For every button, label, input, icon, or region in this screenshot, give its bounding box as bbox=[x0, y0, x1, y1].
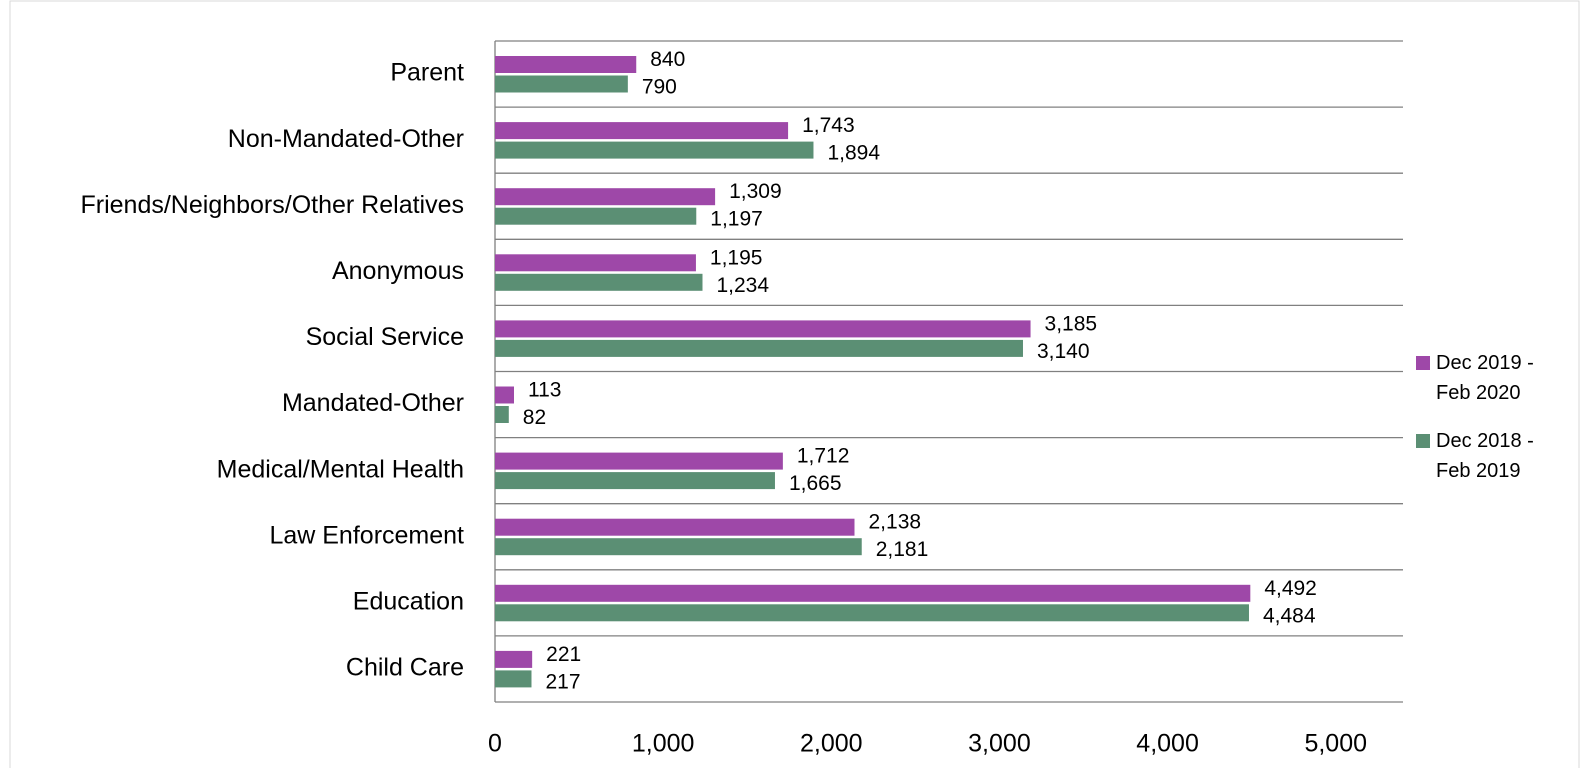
bar bbox=[495, 122, 789, 140]
bar bbox=[495, 472, 775, 490]
x-tick-label: 4,000 bbox=[1136, 730, 1199, 758]
data-label: 4,492 bbox=[1264, 577, 1317, 600]
data-label: 82 bbox=[523, 406, 546, 429]
x-tick-label: 2,000 bbox=[800, 730, 863, 758]
data-label: 221 bbox=[546, 643, 581, 666]
bar bbox=[495, 452, 783, 470]
legend-label: Dec 2019 - Feb 2020 bbox=[1436, 352, 1534, 404]
bar bbox=[495, 650, 533, 668]
y-tick-label: Law Enforcement bbox=[269, 521, 464, 549]
data-label: 790 bbox=[642, 76, 677, 99]
bar bbox=[495, 538, 862, 556]
bar bbox=[495, 339, 1023, 357]
y-tick-label: Parent bbox=[390, 59, 464, 87]
bar bbox=[495, 406, 509, 423]
legend-label: Dec 2018 - Feb 2019 bbox=[1436, 430, 1534, 482]
y-tick-label: Education bbox=[353, 587, 464, 615]
data-label: 3,185 bbox=[1045, 312, 1098, 335]
bar bbox=[495, 141, 814, 159]
bar bbox=[495, 56, 637, 73]
bar bbox=[495, 188, 716, 206]
data-label: 1,712 bbox=[797, 445, 850, 468]
bar bbox=[495, 518, 855, 536]
y-tick-label: Social Service bbox=[306, 323, 464, 351]
bar bbox=[495, 320, 1031, 338]
y-tick-label: Anonymous bbox=[332, 257, 464, 285]
data-label: 113 bbox=[528, 379, 561, 402]
data-label: 1,197 bbox=[710, 208, 763, 231]
data-label: 3,140 bbox=[1037, 340, 1090, 363]
data-label: 1,743 bbox=[802, 114, 855, 137]
y-tick-label: Friends/Neighbors/Other Relatives bbox=[81, 191, 465, 219]
bar bbox=[495, 207, 697, 225]
data-label: 1,195 bbox=[710, 246, 763, 269]
chart-border bbox=[9, 0, 1580, 768]
data-label: 2,181 bbox=[876, 538, 929, 561]
data-label: 1,234 bbox=[716, 274, 769, 297]
data-label: 2,138 bbox=[869, 511, 922, 534]
bar bbox=[495, 273, 703, 291]
bar bbox=[495, 604, 1249, 622]
bar bbox=[495, 386, 515, 404]
y-tick-label: Medical/Mental Health bbox=[217, 455, 464, 483]
y-tick-label: Child Care bbox=[346, 654, 464, 682]
data-label: 840 bbox=[650, 48, 685, 71]
x-tick-label: 1,000 bbox=[632, 730, 695, 758]
legend-item: Dec 2018 - Feb 2019 bbox=[1416, 426, 1566, 486]
data-label: 1,665 bbox=[789, 472, 842, 495]
y-tick-label: Mandated-Other bbox=[282, 389, 464, 417]
bar bbox=[495, 584, 1251, 602]
data-label: 4,484 bbox=[1263, 604, 1316, 627]
x-tick-label: 3,000 bbox=[968, 730, 1031, 758]
data-label: 1,894 bbox=[827, 142, 880, 165]
bar bbox=[495, 254, 696, 272]
data-label: 217 bbox=[545, 670, 580, 693]
bar bbox=[495, 75, 628, 93]
bar bbox=[495, 670, 532, 688]
legend-swatch bbox=[1416, 356, 1430, 370]
data-label: 1,309 bbox=[729, 180, 782, 203]
legend-item: Dec 2019 - Feb 2020 bbox=[1416, 348, 1566, 408]
x-tick-label: 5,000 bbox=[1304, 730, 1367, 758]
legend-swatch bbox=[1416, 434, 1430, 448]
x-tick-label: 0 bbox=[488, 730, 502, 758]
y-tick-label: Non-Mandated-Other bbox=[228, 125, 464, 153]
legend: Dec 2019 - Feb 2020 Dec 2018 - Feb 2019 bbox=[1416, 348, 1566, 504]
